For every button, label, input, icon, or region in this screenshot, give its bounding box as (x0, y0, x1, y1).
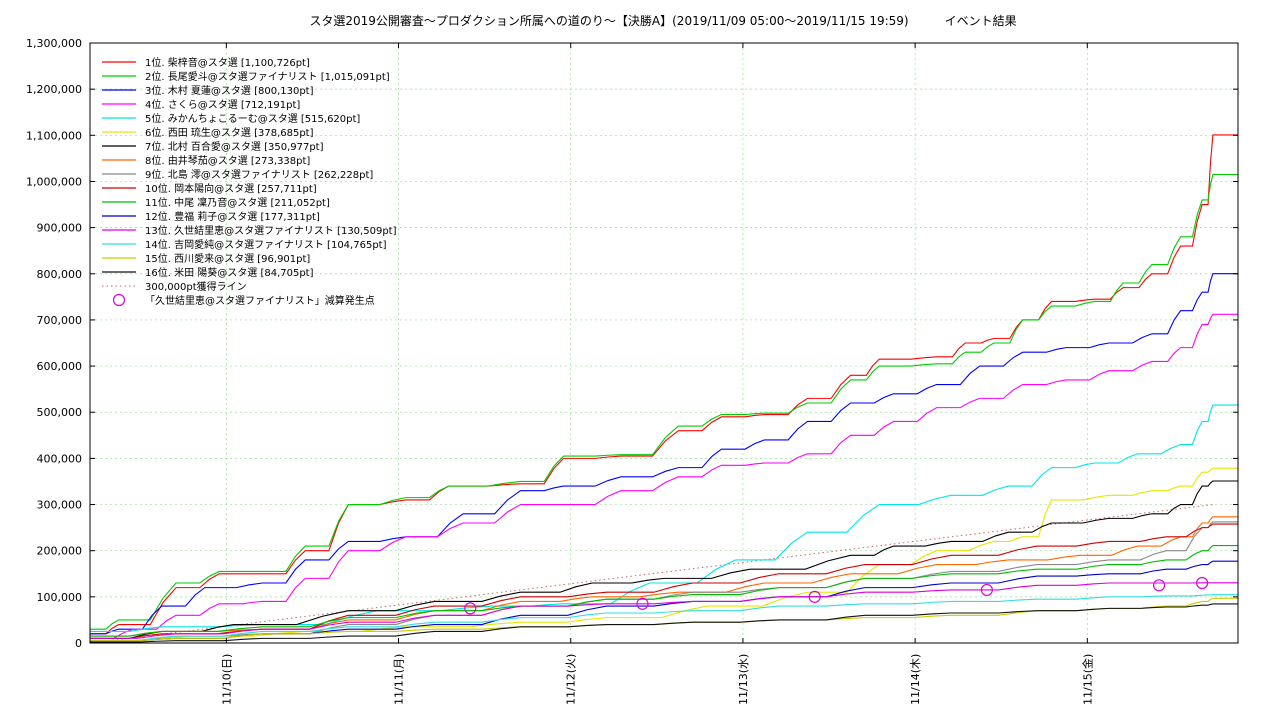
series-group (90, 134, 1238, 643)
legend-marker (112, 293, 126, 307)
y-axis: 0 100,000 200,000 300,000 400,000 500,000 600,… (26, 37, 1238, 650)
series-line-7 (90, 480, 1238, 639)
y-tick-label: 600,000 (37, 360, 83, 373)
x-tick-label: 11/13(水) (737, 654, 750, 705)
legend-label: 15位. 西川愛来@スタ選 [96,901pt] (145, 252, 310, 265)
legend-label: 5位. みかんちょこるーむ@スタ選 [515,620pt] (145, 112, 360, 125)
legend-label: 2位. 長尾愛斗@スタ選ファイナリスト [1,015,091pt] (145, 70, 390, 83)
x-tick-label: 11/10(日) (220, 654, 233, 705)
x-tick-label: 11/15(金) (1080, 654, 1094, 705)
y-tick-label: 200,000 (37, 545, 83, 558)
marker-point (636, 597, 649, 610)
chart-title: スタ選2019公開審査〜プロダクション所属への道のり〜【決勝A】(2019/11… (309, 13, 1016, 28)
legend-label: 12位. 豊福 莉子@スタ選 [177,311pt] (145, 210, 320, 223)
legend-label: 「久世結里恵@スタ選ファイナリスト」減算発生点 (145, 294, 375, 307)
series-line-6 (90, 467, 1238, 642)
x-tick-label: 11/12(火) (565, 654, 578, 705)
legend: 1位. 柴梓音@スタ選 [1,100,726pt]2位. 長尾愛斗@スタ選ファイ… (102, 56, 397, 307)
series-line-16 (90, 603, 1238, 643)
legend-label: 13位. 久世結里恵@スタ選ファイナリスト [130,509pt] (145, 224, 397, 237)
x-tick-label: 11/14(木) (909, 654, 922, 705)
legend-label: 11位. 中尾 凜乃音@スタ選 [211,052pt] (145, 196, 330, 209)
legend-label: 8位. 由井琴茄@スタ選 [273,338pt] (145, 154, 310, 167)
grid (90, 43, 1238, 643)
markers-group (464, 576, 1209, 615)
marker-point (464, 602, 477, 615)
series-line-2 (90, 173, 1238, 630)
y-tick-label: 300,000 (37, 499, 83, 512)
y-tick-label: 1,100,000 (26, 129, 82, 142)
legend-label: 9位. 北島 澪@スタ選ファイナリスト [262,228pt] (145, 168, 373, 181)
x-tick-label: 11/11(月) (393, 654, 406, 705)
marker-point (980, 583, 993, 597)
legend-label: 1位. 柴梓音@スタ選 [1,100,726pt] (145, 56, 310, 69)
legend-label: 300,000pt獲得ライン (145, 280, 247, 293)
series-line-11 (90, 545, 1238, 637)
series-line-13 (90, 582, 1238, 639)
series-line-14 (90, 594, 1238, 642)
legend-label: 16位. 米田 陽葵@スタ選 [84,705pt] (145, 266, 314, 279)
y-tick-label: 1,300,000 (26, 37, 82, 50)
y-tick-label: 400,000 (37, 452, 83, 465)
y-tick-label: 0 (75, 637, 82, 650)
y-tick-label: 700,000 (37, 314, 83, 327)
legend-label: 4位. さくら@スタ選 [712,191pt] (145, 98, 300, 111)
legend-label: 7位. 北村 百合愛@スタ選 [350,977pt] (145, 140, 324, 153)
x-axis: 11/10(日) 11/11(月) 11/12(火) 11/13(水) 11/14(木)… (220, 43, 1094, 705)
marker-point (1152, 579, 1166, 592)
legend-label: 3位. 木村 夏蓮@スタ選 [800,130pt] (145, 84, 314, 97)
legend-label: 14位. 吉岡愛純@スタ選ファイナリスト [104,765pt] (145, 238, 387, 251)
marker-point (808, 590, 821, 603)
legend-label: 6位. 西田 琉生@スタ選 [378,685pt] (145, 126, 314, 139)
series-line-4 (90, 313, 1238, 639)
plot-frame (89, 42, 1239, 644)
y-tick-label: 1,200,000 (26, 83, 82, 96)
y-tick-label: 100,000 (37, 591, 83, 604)
series-line-3 (90, 273, 1238, 635)
legend-label: 10位. 岡本陽向@スタ選 [257,711pt] (145, 182, 317, 195)
y-tick-label: 900,000 (37, 222, 83, 235)
y-tick-label: 500,000 (37, 406, 83, 419)
y-tick-label: 800,000 (37, 268, 83, 281)
y-tick-label: 1,000,000 (26, 175, 82, 188)
marker-point (1196, 576, 1209, 590)
